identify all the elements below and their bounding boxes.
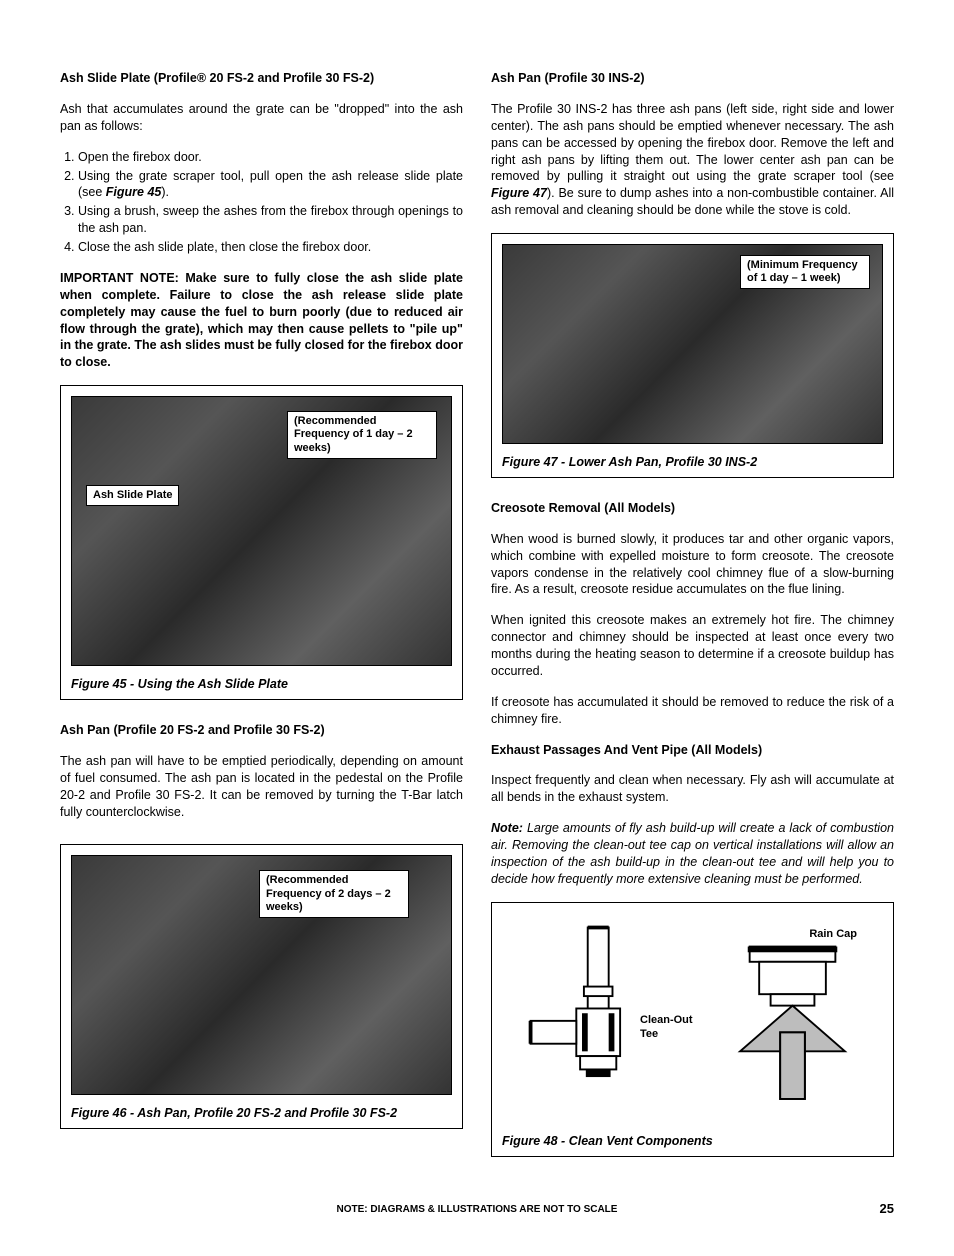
figure-47-box: (Minimum Frequency of 1 day – 1 week) Fi… — [491, 233, 894, 478]
rain-cap-label: Rain Cap — [809, 927, 857, 942]
figure-46-caption-lead: Figure 46 - — [71, 1106, 137, 1120]
important-note: IMPORTANT NOTE: Make sure to fully close… — [60, 270, 463, 371]
figure-46-caption-sub: Ash Pan, Profile 20 FS-2 and Profile 30 … — [137, 1106, 397, 1120]
figure-45-box: (Recommended Frequency of 1 day – 2 week… — [60, 385, 463, 700]
heading-exhaust-passages: Exhaust Passages And Vent Pipe (All Mode… — [491, 742, 894, 759]
figure-47-frequency-callout: (Minimum Frequency of 1 day – 1 week) — [740, 255, 870, 289]
figure-46-photo: (Recommended Frequency of 2 days – 2 wee… — [71, 855, 452, 1095]
creosote-p1: When wood is burned slowly, it produces … — [491, 531, 894, 599]
figure-48-caption: Figure 48 - Clean Vent Components — [502, 1133, 883, 1150]
figure-48-caption-lead: Figure 48 - — [502, 1134, 569, 1148]
step-2: Using the grate scraper tool, pull open … — [78, 168, 463, 202]
note-lead: Note: — [491, 821, 523, 835]
figure-47-caption-lead: Figure 47 - — [502, 455, 569, 469]
figure-48-diagram: Rain Cap Clean-Out Tee — [502, 913, 883, 1123]
figure-45-label-callout: Ash Slide Plate — [86, 485, 179, 506]
exhaust-p1: Inspect frequently and clean when necess… — [491, 772, 894, 806]
note-body: Large amounts of fly ash build-up will c… — [491, 821, 894, 886]
clean-out-tee-label: Clean-Out Tee — [640, 1013, 710, 1043]
creosote-p2: When ignited this creosote makes an extr… — [491, 612, 894, 680]
step-3: Using a brush, sweep the ashes from the … — [78, 203, 463, 237]
figure-47-reference: Figure 47 — [491, 186, 547, 200]
heading-ash-pan-fs2: Ash Pan (Profile 20 FS-2 and Profile 30 … — [60, 722, 463, 739]
ash-pan-ins2-paragraph: The Profile 30 INS-2 has three ash pans … — [491, 101, 894, 219]
figure-45-caption: Figure 45 - Using the Ash Slide Plate — [71, 676, 452, 693]
step-1: Open the firebox door. — [78, 149, 463, 166]
right-column: Ash Pan (Profile 30 INS-2) The Profile 3… — [491, 70, 894, 1179]
figure-45-frequency-callout: (Recommended Frequency of 1 day – 2 week… — [287, 411, 437, 459]
page-footer: NOTE: DIAGRAMS & ILLUSTRATIONS ARE NOT T… — [60, 1203, 894, 1217]
intro-paragraph: Ash that accumulates around the grate ca… — [60, 101, 463, 135]
fly-ash-note: Note: Large amounts of fly ash build-up … — [491, 820, 894, 888]
figure-47-photo: (Minimum Frequency of 1 day – 1 week) — [502, 244, 883, 444]
p1-part-b: ). Be sure to dump ashes into a non-comb… — [491, 186, 894, 217]
step-2-tail: ). — [161, 185, 169, 199]
figure-48-box: Rain Cap Clean-Out Tee Figure 48 - Clean… — [491, 902, 894, 1157]
figure-47-caption: Figure 47 - Lower Ash Pan, Profile 30 IN… — [502, 454, 883, 471]
steps-list: Open the firebox door. Using the grate s… — [78, 149, 463, 256]
heading-ash-slide-plate: Ash Slide Plate (Profile® 20 FS-2 and Pr… — [60, 70, 463, 87]
figure-45-reference: Figure 45 — [106, 185, 162, 199]
p1-part-a: The Profile 30 INS-2 has three ash pans … — [491, 102, 894, 184]
figure-45-photo: (Recommended Frequency of 1 day – 2 week… — [71, 396, 452, 666]
left-column: Ash Slide Plate (Profile® 20 FS-2 and Pr… — [60, 70, 463, 1179]
figure-47-caption-sub: Lower Ash Pan, Profile 30 INS-2 — [569, 455, 757, 469]
figure-48-caption-sub: Clean Vent Components — [569, 1134, 713, 1148]
figure-46-box: (Recommended Frequency of 2 days – 2 wee… — [60, 844, 463, 1129]
creosote-p3: If creosote has accumulated it should be… — [491, 694, 894, 728]
two-column-layout: Ash Slide Plate (Profile® 20 FS-2 and Pr… — [60, 70, 894, 1179]
figure-46-caption: Figure 46 - Ash Pan, Profile 20 FS-2 and… — [71, 1105, 452, 1122]
heading-ash-pan-ins2: Ash Pan (Profile 30 INS-2) — [491, 70, 894, 87]
heading-creosote: Creosote Removal (All Models) — [491, 500, 894, 517]
ash-pan-fs2-paragraph: The ash pan will have to be emptied peri… — [60, 753, 463, 821]
page-number: 25 — [880, 1200, 894, 1218]
footer-note: NOTE: DIAGRAMS & ILLUSTRATIONS ARE NOT T… — [337, 1203, 618, 1217]
figure-46-frequency-callout: (Recommended Frequency of 2 days – 2 wee… — [259, 870, 409, 918]
step-4: Close the ash slide plate, then close th… — [78, 239, 463, 256]
